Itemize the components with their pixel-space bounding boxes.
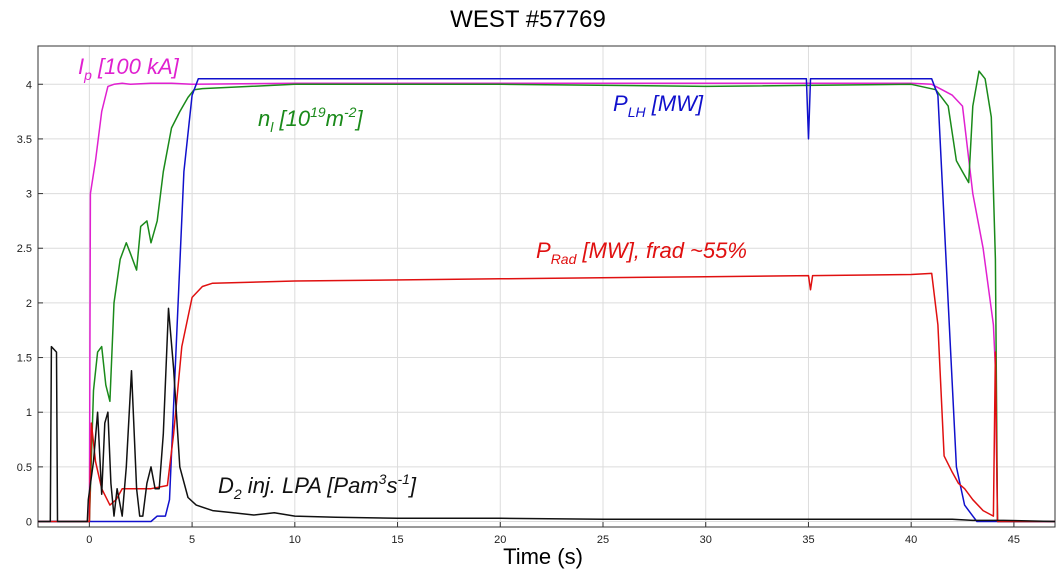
x-tick-label: 5 — [189, 534, 195, 546]
annotation-ip-part: [100 kA] — [92, 54, 180, 79]
y-tick-label: 0 — [26, 517, 32, 529]
annotation-nl-part: n — [258, 106, 270, 131]
x-tick-label: 25 — [597, 534, 609, 546]
series-line-nl — [38, 70, 1055, 523]
annotation-d2: D2 inj. LPA [Pam3s-1] — [218, 471, 417, 502]
y-tick-label: 3 — [26, 189, 32, 201]
x-tick-label: 45 — [1008, 534, 1020, 546]
y-tick-label: 2.5 — [17, 243, 32, 255]
annotation-d2-part: 2 — [233, 486, 242, 502]
x-tick-label: 35 — [802, 534, 814, 546]
x-tick-label: 40 — [905, 534, 917, 546]
y-tick-label: 2 — [26, 298, 32, 310]
x-tick-label: 0 — [86, 534, 92, 546]
annotation-nl: nl [1019m-2] — [258, 104, 363, 135]
y-tick-label: 4 — [26, 79, 32, 91]
x-tick-label: 10 — [289, 534, 301, 546]
x-tick-label: 15 — [391, 534, 403, 546]
annotation-d2-part: inj. LPA [Pam — [242, 473, 379, 498]
annotation-nl-part: ] — [354, 106, 363, 131]
annotation-ip-part: I — [78, 54, 84, 79]
plot-background — [38, 46, 1055, 527]
plot-frame — [37, 45, 1056, 528]
series-line-d2 — [38, 307, 1056, 523]
annotation-nl-part: [10 — [273, 106, 310, 131]
annotation-d2-part: ] — [408, 473, 417, 498]
x-axis-label: Time (s) — [503, 544, 583, 569]
annotation-prad-part: P — [536, 238, 551, 263]
y-tick-label: 1 — [26, 407, 32, 419]
y-tick-label: 1.5 — [17, 353, 32, 365]
annotation-d2-part: -1 — [397, 471, 409, 487]
annotation-prad-part: Rad — [551, 251, 578, 267]
annotation-plh-part: [MW] — [646, 91, 704, 116]
chart-title: WEST #57769 — [450, 6, 606, 33]
annotation-nl-part: 19 — [310, 104, 326, 120]
annotation-prad-part: [MW], frad ~55% — [576, 238, 747, 263]
series-line-plh — [38, 78, 1055, 523]
annotation-d2-part: s — [386, 473, 397, 498]
x-tick-label: 20 — [494, 534, 506, 546]
annotation-d2-part: 3 — [379, 471, 387, 487]
annotation-plh-part: P — [613, 91, 628, 116]
annotation-plh: PLH [MW] — [613, 91, 704, 120]
annotation-nl-part: l — [270, 119, 274, 135]
y-tick-label: 0.5 — [17, 462, 32, 474]
annotation-ip: Ip [100 kA] — [78, 54, 180, 83]
y-tick-label: 3.5 — [17, 134, 32, 146]
annotation-prad: PRad [MW], frad ~55% — [536, 238, 747, 267]
annotation-nl-part: -2 — [344, 104, 357, 120]
annotation-nl-part: m — [326, 106, 344, 131]
annotation-plh-part: LH — [628, 104, 647, 120]
annotation-d2-part: D — [218, 473, 234, 498]
annotation-ip-part: p — [83, 67, 92, 83]
x-tick-label: 30 — [700, 534, 712, 546]
series-line-prad — [38, 272, 1055, 523]
series-line-ip — [38, 82, 1055, 523]
